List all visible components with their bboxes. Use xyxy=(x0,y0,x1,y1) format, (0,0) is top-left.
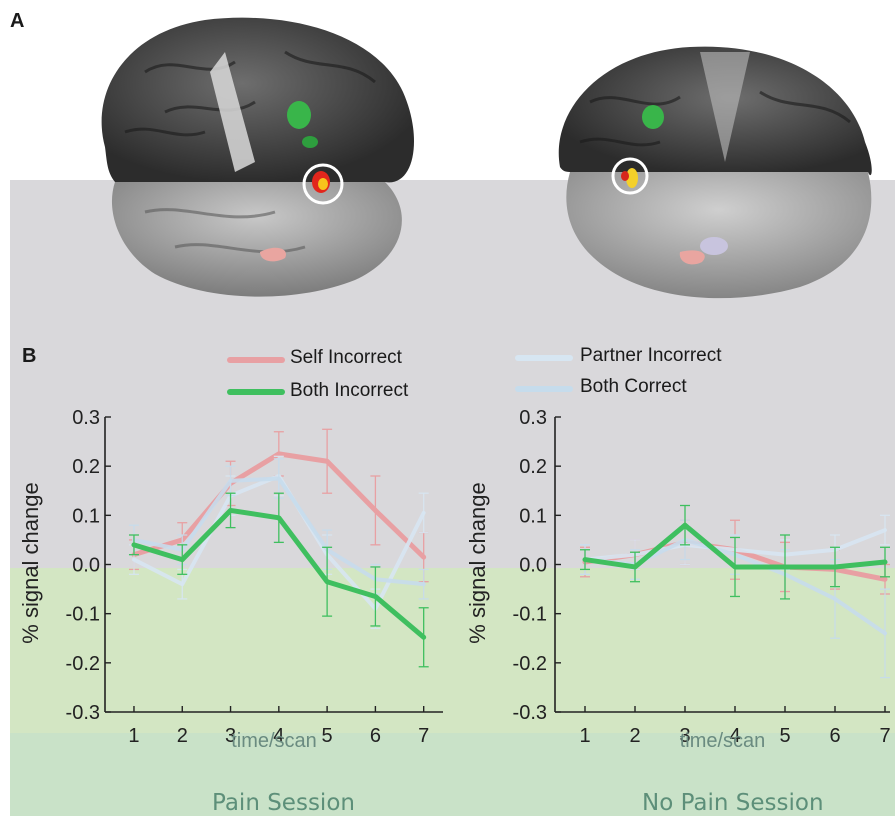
legend-swatch-both-incorrect xyxy=(227,389,285,395)
y-tick-label: -0.1 xyxy=(66,604,100,626)
brain-render-left xyxy=(101,17,415,297)
x-tick-label: 4 xyxy=(273,725,284,747)
x-tick-label: 4 xyxy=(729,725,740,747)
data-point-self-incorrect xyxy=(422,555,426,559)
legend-swatch-both-correct xyxy=(515,386,573,392)
line-chart-pain-session: 0.3 0.2 0.1 0.0 -0.1 -0.2 -0.3 1 2 3 4 5 6 7 % signal … xyxy=(18,407,443,752)
green-overlay-band-lower xyxy=(10,733,895,816)
green-overlay-band xyxy=(10,568,895,733)
data-point-both-incorrect xyxy=(883,560,887,564)
y-tick-label: -0.3 xyxy=(66,702,100,724)
data-point-both-incorrect xyxy=(633,565,637,569)
y-axis-label: % signal change xyxy=(465,482,490,643)
y-axis-label: % signal change xyxy=(18,482,43,643)
y-tick-label: 0.3 xyxy=(519,407,547,429)
data-point-both-incorrect xyxy=(373,594,377,598)
y-tick-label: -0.1 xyxy=(513,604,547,626)
data-point-both-correct xyxy=(883,631,887,635)
legend-label-both-correct: Both Correct xyxy=(580,376,687,397)
data-point-both-incorrect xyxy=(422,635,426,639)
session-title-no-pain: No Pain Session xyxy=(642,790,824,816)
data-point-both-correct xyxy=(229,479,233,483)
x-tick-label: 7 xyxy=(879,725,890,747)
data-point-both-correct xyxy=(833,597,837,601)
x-tick-label: 1 xyxy=(128,725,139,747)
data-point-partner-incorrect xyxy=(132,558,136,562)
legend-label-self-incorrect: Self Incorrect xyxy=(290,347,402,368)
y-tick-label: 0.1 xyxy=(72,505,100,527)
data-point-both-correct xyxy=(422,582,426,586)
legend-label-both-incorrect: Both Incorrect xyxy=(290,380,409,401)
data-point-self-incorrect xyxy=(373,508,377,512)
x-axis-label: time/scan xyxy=(231,730,317,752)
data-point-self-incorrect xyxy=(325,459,329,463)
x-tick-label: 5 xyxy=(322,725,333,747)
x-tick-label: 6 xyxy=(370,725,381,747)
data-point-partner-incorrect xyxy=(422,511,426,515)
data-point-both-incorrect xyxy=(325,580,329,584)
brain-render-right xyxy=(558,46,872,299)
data-point-partner-incorrect xyxy=(883,528,887,532)
x-tick-label: 5 xyxy=(779,725,790,747)
x-tick-label: 3 xyxy=(679,725,690,747)
y-tick-label: -0.2 xyxy=(66,653,100,675)
data-point-partner-incorrect xyxy=(180,582,184,586)
data-point-self-incorrect xyxy=(883,577,887,581)
x-tick-label: 7 xyxy=(418,725,429,747)
legend-swatch-partner-incorrect xyxy=(515,355,573,361)
x-axis-label: time/scan xyxy=(680,730,766,752)
data-point-both-incorrect xyxy=(583,558,587,562)
y-tick-label: 0.0 xyxy=(519,555,547,577)
data-point-self-incorrect xyxy=(277,452,281,456)
y-tick-label: 0.2 xyxy=(72,456,100,478)
data-point-both-correct xyxy=(277,476,281,480)
y-tick-label: -0.3 xyxy=(513,702,547,724)
x-tick-label: 3 xyxy=(225,725,236,747)
y-tick-label: 0.0 xyxy=(72,555,100,577)
data-point-both-incorrect xyxy=(132,543,136,547)
data-point-both-incorrect xyxy=(277,516,281,520)
x-tick-label: 2 xyxy=(177,725,188,747)
y-tick-label: 0.2 xyxy=(519,456,547,478)
y-tick-label: 0.1 xyxy=(519,505,547,527)
panel-label-b: B xyxy=(22,345,37,367)
data-point-both-incorrect xyxy=(733,565,737,569)
data-point-both-incorrect xyxy=(180,558,184,562)
data-point-both-incorrect xyxy=(783,565,787,569)
data-point-both-incorrect xyxy=(833,565,837,569)
x-tick-label: 1 xyxy=(579,725,590,747)
session-title-pain: Pain Session xyxy=(212,790,355,816)
y-tick-label: -0.2 xyxy=(513,653,547,675)
x-tick-label: 2 xyxy=(629,725,640,747)
legend-swatch-self-incorrect xyxy=(227,357,285,363)
line-chart-no-pain-session: 0.3 0.2 0.1 0.0 -0.1 -0.2 -0.3 1 2 3 4 5 6 7 % signal … xyxy=(465,407,891,752)
y-tick-label: 0.3 xyxy=(72,407,100,429)
data-point-both-incorrect xyxy=(683,523,687,527)
panel-label-a: A xyxy=(10,10,25,32)
data-point-both-incorrect xyxy=(229,508,233,512)
x-tick-label: 6 xyxy=(829,725,840,747)
legend-label-partner-incorrect: Partner Incorrect xyxy=(580,345,722,366)
